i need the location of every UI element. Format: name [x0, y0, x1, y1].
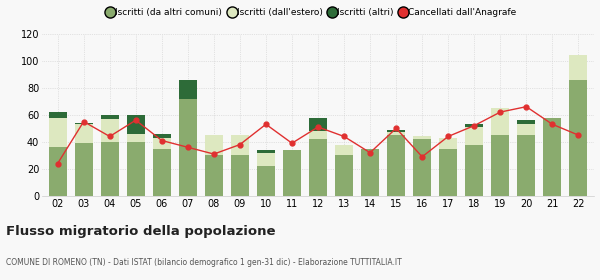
Bar	[74, 143, 93, 196]
Bar	[74, 123, 93, 124]
Bar	[491, 135, 509, 196]
Bar	[361, 149, 379, 196]
Bar	[179, 99, 197, 196]
Bar	[127, 134, 145, 142]
Text: Flusso migratorio della popolazione: Flusso migratorio della popolazione	[6, 225, 275, 238]
Bar	[101, 115, 119, 119]
Bar	[387, 132, 405, 135]
Bar	[387, 135, 405, 196]
Bar	[283, 150, 301, 196]
Bar	[127, 115, 145, 134]
Bar	[517, 135, 535, 196]
Bar	[152, 134, 171, 138]
Bar	[517, 124, 535, 135]
Bar	[413, 136, 431, 139]
Text: COMUNE DI ROMENO (TN) - Dati ISTAT (bilancio demografico 1 gen-31 dic) - Elabora: COMUNE DI ROMENO (TN) - Dati ISTAT (bila…	[6, 258, 402, 267]
Bar	[152, 138, 171, 149]
Bar	[335, 155, 353, 196]
Bar	[413, 139, 431, 196]
Bar	[309, 139, 327, 196]
Bar	[465, 144, 484, 196]
Bar	[257, 166, 275, 196]
Bar	[569, 55, 587, 80]
Bar	[101, 142, 119, 196]
Bar	[387, 130, 405, 132]
Bar	[179, 80, 197, 99]
Bar	[74, 124, 93, 143]
Bar	[543, 118, 562, 196]
Bar	[257, 153, 275, 166]
Bar	[309, 131, 327, 139]
Bar	[49, 118, 67, 147]
Bar	[49, 147, 67, 196]
Bar	[335, 144, 353, 155]
Bar	[257, 150, 275, 153]
Bar	[517, 120, 535, 124]
Bar	[205, 155, 223, 196]
Bar	[49, 112, 67, 118]
Bar	[491, 108, 509, 135]
Bar	[569, 80, 587, 196]
Bar	[101, 119, 119, 142]
Bar	[465, 124, 484, 127]
Bar	[152, 149, 171, 196]
Bar	[231, 135, 249, 155]
Bar	[127, 142, 145, 196]
Legend: Iscritti (da altri comuni), Iscritti (dall'estero), Iscritti (altri), Cancellati: Iscritti (da altri comuni), Iscritti (da…	[104, 4, 520, 21]
Bar	[465, 127, 484, 144]
Bar	[439, 138, 457, 149]
Bar	[205, 135, 223, 155]
Bar	[439, 149, 457, 196]
Bar	[231, 155, 249, 196]
Bar	[309, 118, 327, 131]
